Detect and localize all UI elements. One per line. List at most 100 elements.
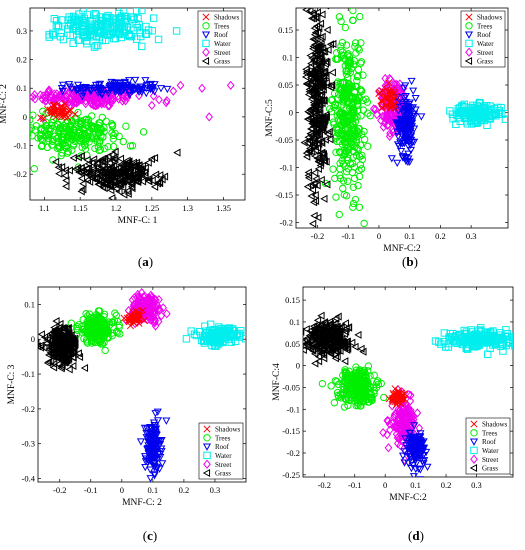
roof-point [132,84,141,93]
roof-point [393,120,402,128]
trees-point [30,165,39,173]
roof-point [404,150,413,158]
trees-point [377,379,385,388]
grass-point [45,344,53,354]
grass-point [325,346,333,355]
water-point [467,108,475,116]
shadows-point [385,98,393,106]
grass-point [309,57,318,66]
shadows-point [382,93,390,101]
trees-point [342,70,351,78]
trees-point [38,141,46,150]
roof-point [146,466,155,474]
water-point [484,350,492,358]
water-point [457,108,465,116]
shadows-point [129,318,137,326]
trees-point [344,164,352,173]
roof-point [414,436,423,444]
grass-point [317,311,325,320]
y-tick-label: -0.2 [22,404,35,414]
legend-label-trees: Trees [215,434,231,442]
water-point [205,334,214,343]
grass-point [92,173,100,182]
trees-point [353,394,361,402]
grass-point [86,170,94,179]
roof-point [97,90,106,98]
points-layer [300,8,508,228]
roof-point [145,81,154,90]
x-tick-label: 0.2 [441,480,452,490]
street-point [386,128,394,138]
roof-point [406,146,416,155]
legend-marker-roof [201,31,211,39]
grass-point [320,194,328,203]
trees-point [96,136,104,145]
grass-point [295,349,301,355]
grass-point [313,63,321,73]
roof-point [417,113,426,121]
water-point [491,110,500,119]
grass-point [334,342,342,351]
grass-point [150,182,159,191]
trees-point [89,123,97,132]
trees-point [355,172,364,181]
y-tick-label: -0.05 [282,382,300,392]
street-point [87,99,96,109]
trees-point [51,122,59,130]
water-point [447,333,456,342]
legend-marker-water [470,446,478,455]
street-point [400,427,408,438]
street-point [406,405,415,416]
x-tick-label: -0.2 [311,231,324,241]
street-point [93,93,101,103]
trees-point [331,174,339,183]
grass-point [121,169,130,178]
street-point [373,109,381,120]
grass-point [305,85,313,94]
x-tick-label: -0.2 [318,480,331,490]
trees-point [357,58,366,66]
trees-point [356,85,364,94]
water-point [509,338,513,346]
roof-point [157,436,166,445]
water-point [102,22,110,31]
street-point [55,91,64,102]
roof-point [401,93,410,101]
trees-point [339,116,348,125]
y-tick-label: -0.2 [280,218,293,228]
grass-point [333,345,341,354]
grass-point [57,362,66,371]
street-point [379,122,388,132]
street-point [157,311,166,321]
legend-marker-trees [202,22,210,30]
grass-point [324,321,333,330]
roof-point [153,465,162,473]
y-tick-label: -0.2 [14,169,27,179]
grass-point [328,68,336,77]
trees-point [350,123,358,132]
trees-point [340,109,348,118]
roof-point [401,98,410,107]
grass-point [311,152,319,161]
trees-point [93,125,102,133]
water-point [132,20,140,28]
water-point [211,328,219,337]
legend-marker-trees [203,434,211,442]
trees-point [338,156,346,165]
water-point [472,330,480,338]
grass-point [326,135,334,144]
trees-point [92,338,100,347]
grass-point [303,336,310,345]
grass-point [309,90,317,99]
trees-point [30,132,32,138]
y-tick-label: 0.3 [16,26,27,36]
grass-point [75,168,83,177]
trees-point [342,67,350,75]
water-point [490,105,498,113]
y-axis-label: MNF-C: 3 [7,364,17,404]
grass-point [304,78,312,88]
grass-point [307,124,316,133]
grass-point [310,324,318,333]
trees-point [331,377,340,385]
water-point [96,22,105,30]
